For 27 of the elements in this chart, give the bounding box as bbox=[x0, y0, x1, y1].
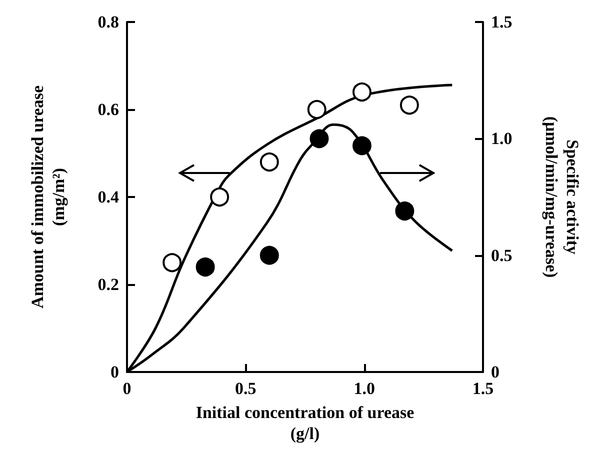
y2-tick-label: 1.5 bbox=[491, 12, 512, 32]
y-tick-label: 0.8 bbox=[98, 12, 119, 32]
x-tick-label: 0.5 bbox=[235, 379, 256, 398]
point bbox=[210, 188, 230, 206]
point bbox=[307, 100, 326, 119]
y-tick-label: 0 bbox=[110, 362, 119, 382]
point bbox=[260, 246, 279, 265]
point bbox=[310, 129, 329, 148]
point bbox=[196, 258, 215, 276]
y2-tick-label: 0 bbox=[491, 362, 500, 382]
y2-axis-title: Specific activity (μmol/min/mg-urease) bbox=[542, 116, 582, 278]
y-tick-label: 0.4 bbox=[98, 188, 120, 206]
y2-tick-label: 0.5 bbox=[491, 246, 512, 265]
point bbox=[352, 82, 372, 102]
y2-tick-label: 1.0 bbox=[491, 129, 512, 148]
x-tick-label: 0 bbox=[122, 379, 132, 398]
x-tick-label: 1.5 bbox=[472, 379, 494, 398]
point bbox=[352, 136, 372, 156]
y-axis-title: Amount of immobilized urease (mg/m²) bbox=[28, 85, 68, 309]
point bbox=[260, 152, 279, 172]
x-axis-title: Initial concentration of urease (g/l) bbox=[196, 403, 415, 443]
y-tick-label: 0.6 bbox=[98, 100, 119, 119]
y-tick-label: 0.2 bbox=[98, 275, 119, 294]
point bbox=[162, 253, 182, 272]
point bbox=[395, 202, 414, 220]
x-tick-label: 1.0 bbox=[354, 379, 375, 398]
point bbox=[400, 96, 419, 115]
